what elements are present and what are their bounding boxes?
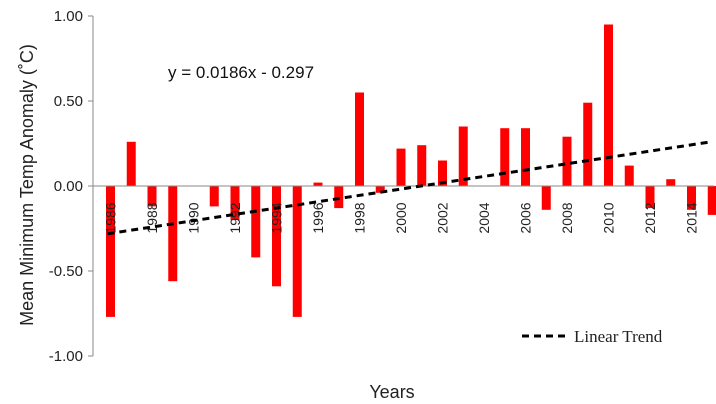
x-tick-label: 1996 [310,202,326,233]
legend: Linear Trend [522,327,663,346]
bar [230,186,240,220]
y-tick-label: 1.00 [54,8,83,25]
bar [168,186,178,282]
bar [106,186,115,317]
x-tick-label: 2006 [518,202,534,233]
bar [458,126,468,186]
x-tick-label: 2002 [435,202,451,233]
y-tick-label: -1.00 [49,348,83,365]
bar [355,92,364,186]
trend-equation: y = 0.0186x - 0.297 [168,63,314,82]
bar [438,160,447,186]
y-tick-label: 0.00 [54,178,83,195]
x-tick-label: 2014 [684,202,700,233]
bar [541,186,551,210]
x-tick-label: 1994 [269,202,285,233]
bar [500,128,510,186]
bar [251,186,261,258]
bar [209,186,219,207]
x-tick-label: 2004 [476,202,492,233]
y-tick-label: -0.50 [49,263,83,280]
y-axis-title: Mean Minimum Temp Anomaly (˚C) [17,44,37,326]
legend-trend-label: Linear Trend [574,327,663,346]
x-tick-label: 1998 [352,202,368,233]
bar [375,186,385,193]
bar [126,141,136,186]
x-tick-label: 2010 [601,202,617,233]
bar [313,182,323,186]
x-tick-label: 2008 [559,202,575,233]
bar [417,145,427,186]
trend-line [107,140,711,236]
bar [583,102,593,186]
bar [147,186,157,207]
y-tick-label: 0.50 [54,93,83,110]
bar [624,165,634,186]
x-axis-title: Years [369,382,414,402]
bar [292,186,302,317]
bar [707,186,716,215]
x-tick-label: 1986 [103,202,119,233]
x-tick-label: 2000 [393,202,409,233]
bar [604,24,613,186]
bar [687,186,696,210]
bar [521,128,530,186]
x-tick-label: 1992 [227,202,243,233]
bar [396,148,406,186]
x-tick-label: 1990 [186,202,202,233]
bar [666,179,676,186]
bar [272,186,281,287]
x-tick-label: 2012 [642,202,658,233]
bar [645,186,655,209]
bar [562,136,572,186]
